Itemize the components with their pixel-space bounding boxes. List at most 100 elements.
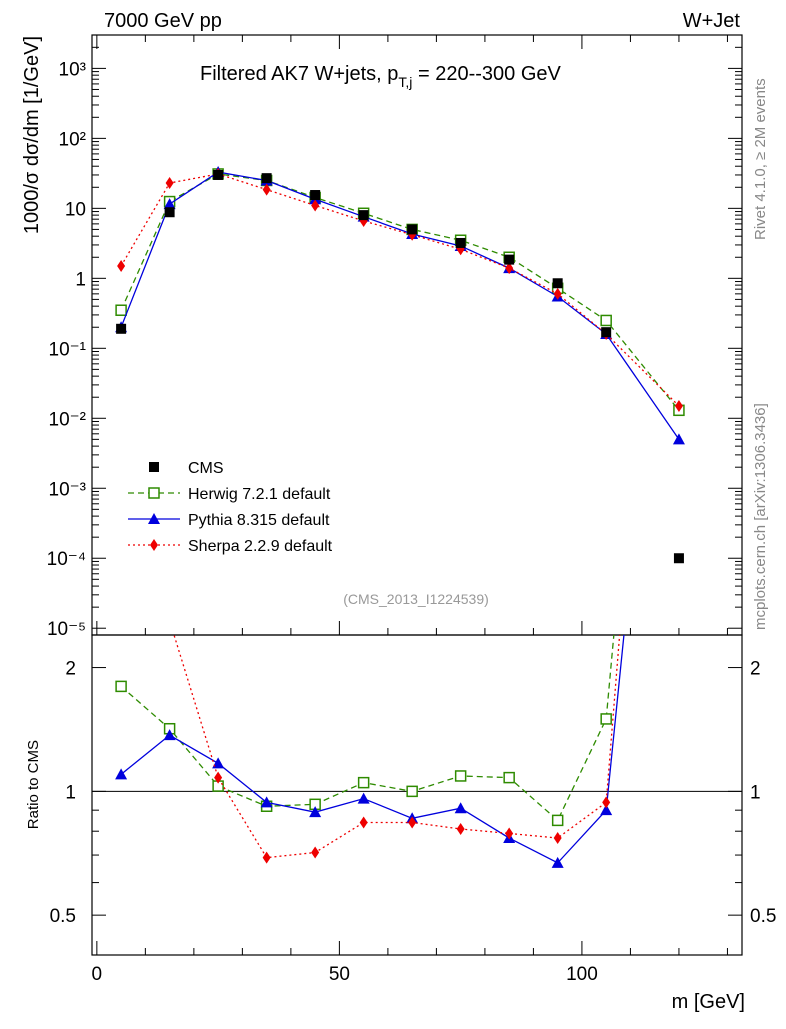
ratio-series-herwig bbox=[115, 635, 615, 827]
legend-marker bbox=[150, 539, 158, 551]
ratio-point bbox=[600, 713, 612, 725]
rivet-label: Rivet 4.1.0, ≥ 2M events bbox=[752, 78, 769, 240]
legend: CMS Herwig 7.2.1 default Pythia 8.315 defa… bbox=[128, 460, 333, 555]
data-point bbox=[455, 237, 466, 248]
ratio-ytick-label-right: 0.5 bbox=[750, 906, 776, 927]
series-herwig bbox=[115, 168, 685, 417]
plot-title-sub: T,j bbox=[398, 74, 412, 90]
analysis-id: (CMS_2013_I1224539) bbox=[343, 591, 489, 607]
main-ytick-label: 10³ bbox=[59, 59, 86, 80]
ratio-point bbox=[214, 771, 223, 784]
ratio-point bbox=[311, 846, 320, 859]
ratio-point bbox=[260, 796, 273, 808]
energy-label: 7000 GeV pp bbox=[104, 10, 222, 32]
plot-title-main: Filtered AK7 W+jets, p bbox=[200, 63, 398, 85]
legend-marker bbox=[149, 462, 159, 472]
series-line bbox=[120, 171, 680, 440]
plot-title-rest: = 220--300 GeV bbox=[412, 63, 561, 85]
ratio-point bbox=[408, 816, 417, 829]
main-ytick-label: 10 bbox=[65, 199, 86, 220]
ratio-ytick-label-right: 2 bbox=[750, 659, 761, 680]
ratio-point bbox=[602, 796, 611, 809]
ratio-point bbox=[505, 827, 514, 840]
ratio-point bbox=[309, 806, 322, 818]
ratio-point bbox=[553, 832, 562, 845]
data-point bbox=[311, 199, 320, 212]
data-point bbox=[213, 169, 224, 180]
ratio-point bbox=[163, 729, 176, 741]
main-axis-ticks: 10⁻⁵ 10⁻⁴ 10⁻³ 10⁻² 10⁻¹ 1 10 10² 10³ bbox=[47, 34, 742, 640]
ratio-point bbox=[115, 768, 128, 780]
ratio-point bbox=[673, 87, 685, 98]
ratio-point bbox=[262, 851, 271, 864]
ratio-point bbox=[503, 771, 515, 784]
main-ytick-label: 10⁻² bbox=[49, 409, 87, 430]
legend-marker bbox=[148, 513, 160, 524]
data-point bbox=[358, 210, 369, 221]
ratio-point bbox=[166, 615, 174, 627]
ratio-ytick-label: 1 bbox=[65, 782, 76, 803]
plot-title: Filtered AK7 W+jets, pT,j = 220--300 GeV bbox=[200, 63, 562, 90]
main-ytick-label: 10⁻³ bbox=[49, 479, 87, 500]
series-pythia bbox=[115, 166, 685, 445]
legend-label: Herwig 7.2.1 default bbox=[188, 486, 331, 503]
data-point bbox=[552, 278, 563, 289]
data-point bbox=[117, 260, 126, 273]
xtick-label: 100 bbox=[566, 964, 598, 985]
data-point bbox=[673, 553, 684, 564]
ratio-ytick-label-right: 1 bbox=[750, 782, 761, 803]
ratio-point bbox=[551, 814, 564, 827]
ratio-series-pythia bbox=[115, 87, 685, 868]
ratio-line bbox=[120, 635, 615, 822]
data-point bbox=[600, 314, 612, 327]
data-point bbox=[163, 198, 176, 210]
ratio-axis-ticks: 0.5 0.5 1 1 2 2 0 50 100 bbox=[50, 659, 777, 985]
ratio-point bbox=[454, 770, 467, 782]
data-point bbox=[504, 254, 515, 265]
legend-item-sherpa: Sherpa 2.2.9 default bbox=[128, 538, 333, 555]
ratio-point bbox=[115, 680, 127, 693]
ratio-line bbox=[120, 635, 625, 864]
ratio-point bbox=[117, 416, 125, 428]
data-point bbox=[505, 262, 514, 275]
data-point bbox=[116, 323, 127, 334]
x-axis-label: m [GeV] bbox=[672, 991, 745, 1013]
main-ytick-label: 10⁻¹ bbox=[49, 339, 87, 360]
ratio-point bbox=[406, 785, 418, 798]
ratio-ytick-label: 2 bbox=[65, 659, 76, 680]
data-point bbox=[115, 304, 127, 316]
legend-item-cms: CMS bbox=[149, 460, 224, 477]
data-point bbox=[601, 327, 612, 338]
main-ylabel: 1000/σ dσ/dm [1/GeV] bbox=[21, 36, 43, 234]
main-ytick-label: 10² bbox=[59, 129, 86, 150]
series-cms bbox=[116, 169, 684, 564]
data-point bbox=[672, 433, 685, 445]
ratio-point bbox=[454, 802, 467, 814]
data-point bbox=[407, 224, 418, 235]
data-point bbox=[553, 287, 562, 300]
xtick-label: 0 bbox=[92, 964, 103, 985]
legend-label: Sherpa 2.2.9 default bbox=[188, 538, 333, 555]
ratio-panel-frame bbox=[91, 634, 743, 956]
ratio-point bbox=[456, 822, 465, 835]
process-label: W+Jet bbox=[683, 10, 741, 32]
main-series-layer bbox=[115, 166, 685, 564]
data-point bbox=[261, 173, 272, 184]
main-ytick-label: 1 bbox=[75, 269, 86, 290]
data-point bbox=[674, 399, 683, 412]
mcplots-label: mcplots.cern.ch [arXiv:1306.3436] bbox=[752, 403, 769, 630]
ratio-ytick-label: 0.5 bbox=[50, 906, 76, 927]
ratio-point bbox=[600, 804, 613, 816]
data-point bbox=[262, 183, 271, 196]
series-line bbox=[120, 173, 680, 407]
legend-item-herwig: Herwig 7.2.1 default bbox=[128, 486, 331, 503]
main-ytick-label: 10⁻⁴ bbox=[47, 549, 86, 570]
ratio-point bbox=[359, 816, 368, 829]
ratio-point bbox=[357, 776, 370, 789]
legend-item-pythia: Pythia 8.315 default bbox=[128, 512, 330, 529]
ratio-point bbox=[212, 757, 225, 769]
ratio-line bbox=[173, 635, 621, 859]
ratio-point bbox=[551, 856, 564, 868]
series-line bbox=[120, 173, 680, 411]
ratio-series-layer bbox=[115, 87, 685, 868]
